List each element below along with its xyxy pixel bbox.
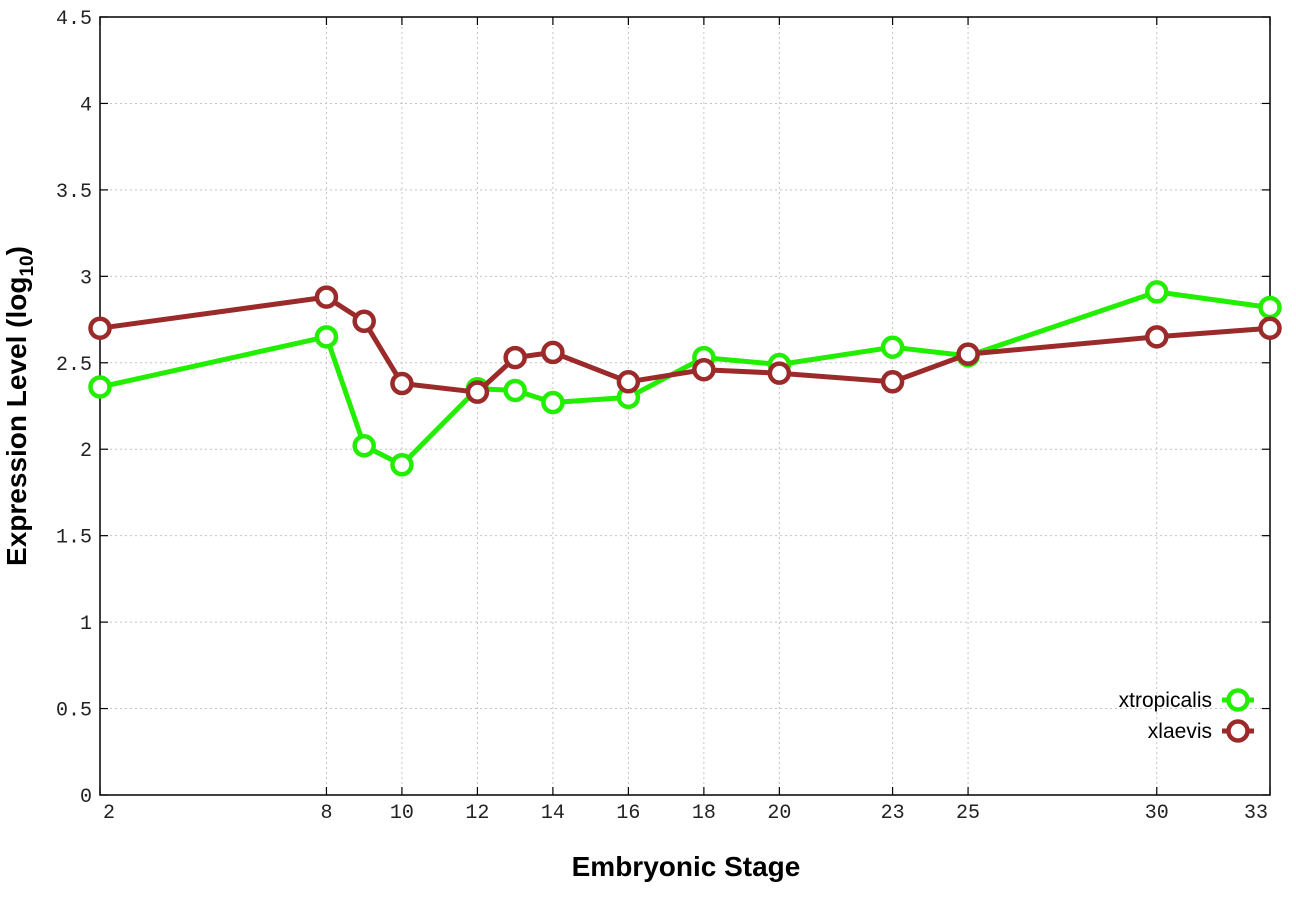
x-tick-label: 18: [692, 802, 716, 825]
series-line-xlaevis: [97, 294, 1273, 395]
legend-label-xtropicalis: xtropicalis: [1119, 689, 1212, 712]
data-point-xtropicalis: [390, 453, 414, 477]
plot-frame: [99, 16, 1271, 796]
data-point-xlaevis: [692, 357, 716, 382]
x-axis-title: Embryonic Stage: [572, 851, 801, 882]
data-point-xlaevis: [541, 340, 565, 365]
x-tick-label: 2: [103, 802, 115, 825]
data-point-xlaevis: [1145, 325, 1169, 349]
data-point-xlaevis: [616, 370, 641, 394]
y-axis-title-close: ): [1, 246, 32, 255]
legend-marker-xtropicalis: [1226, 688, 1250, 712]
data-point-xlaevis: [956, 342, 980, 366]
data-point-xtropicalis: [880, 335, 905, 359]
data-point-xtropicalis: [88, 375, 112, 399]
series-line-xtropicalis: [97, 289, 1273, 468]
axis-ticks: 0 0.5 1 1.5 2 2.5 3 3.5 4 4.5 2 8 10 12 14 16 18 20 23 25 30…: [56, 8, 1271, 825]
legend: xtropicalis xlaevis: [1119, 688, 1254, 743]
data-point-xlaevis: [314, 285, 339, 309]
data-point-xtropicalis: [352, 434, 376, 458]
y-tick-label: 4.5: [56, 8, 92, 31]
y-tick-label: 2: [80, 440, 92, 463]
y-axis-title-main: Expression Level (log: [1, 277, 32, 566]
data-point-xlaevis: [390, 371, 414, 396]
x-tick-label: 23: [881, 802, 905, 825]
y-tick-label: 3: [80, 267, 92, 290]
legend-label-xlaevis: xlaevis: [1148, 720, 1212, 743]
x-tick-label: 10: [390, 802, 414, 825]
legend-marker-xlaevis: [1226, 719, 1250, 743]
data-point-xlaevis: [880, 370, 905, 394]
y-axis-title-subscript: 10: [17, 255, 38, 276]
x-tick-label: 8: [320, 802, 332, 825]
data-point-xtropicalis: [503, 378, 527, 403]
y-tick-label: 0: [80, 786, 92, 809]
x-tick-label: 30: [1145, 802, 1169, 825]
data-point-xtropicalis: [314, 325, 339, 349]
x-tick-label: 12: [465, 802, 489, 825]
x-tick-label: 14: [541, 802, 565, 825]
grid-lines: [100, 17, 1270, 795]
x-tick-label: 20: [767, 802, 791, 825]
y-tick-label: 2.5: [56, 354, 92, 377]
y-tick-label: 1: [80, 613, 92, 636]
y-axis-title: Expression Level (log10): [1, 246, 38, 566]
data-point-xtropicalis: [1258, 295, 1282, 320]
y-tick-label: 0.5: [56, 700, 92, 723]
x-tick-label: 33: [1244, 802, 1268, 825]
data-point-xlaevis: [352, 309, 376, 334]
x-tick-label: 16: [616, 802, 640, 825]
y-tick-label: 4: [80, 94, 92, 117]
y-tick-label: 1.5: [56, 527, 92, 550]
data-point-xlaevis: [503, 345, 527, 370]
y-tick-label: 3.5: [56, 181, 92, 204]
data-point-xlaevis: [1258, 316, 1282, 340]
data-point-xtropicalis: [1145, 280, 1169, 304]
data-point-xlaevis: [767, 361, 792, 385]
data-point-xtropicalis: [541, 390, 565, 415]
data-point-xlaevis: [465, 380, 490, 404]
data-point-xlaevis: [88, 316, 112, 340]
series-group: [88, 280, 1282, 477]
x-tick-label: 25: [956, 802, 980, 825]
